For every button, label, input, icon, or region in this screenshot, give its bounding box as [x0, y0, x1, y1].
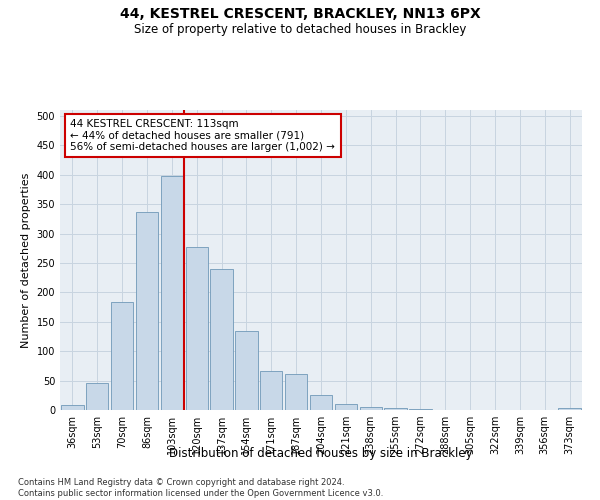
Text: 44 KESTREL CRESCENT: 113sqm
← 44% of detached houses are smaller (791)
56% of se: 44 KESTREL CRESCENT: 113sqm ← 44% of det…: [70, 119, 335, 152]
Bar: [409, 409, 431, 410]
Bar: [559, 408, 581, 410]
Bar: [86, 383, 109, 410]
Bar: [235, 330, 257, 410]
Bar: [385, 408, 407, 410]
Text: Contains HM Land Registry data © Crown copyright and database right 2024.
Contai: Contains HM Land Registry data © Crown c…: [18, 478, 383, 498]
Bar: [359, 407, 382, 410]
Bar: [335, 404, 357, 410]
Bar: [310, 396, 332, 410]
Bar: [61, 406, 83, 410]
Y-axis label: Number of detached properties: Number of detached properties: [21, 172, 31, 348]
Text: Distribution of detached houses by size in Brackley: Distribution of detached houses by size …: [169, 448, 473, 460]
Bar: [161, 176, 183, 410]
Text: 44, KESTREL CRESCENT, BRACKLEY, NN13 6PX: 44, KESTREL CRESCENT, BRACKLEY, NN13 6PX: [119, 8, 481, 22]
Bar: [285, 374, 307, 410]
Bar: [185, 247, 208, 410]
Bar: [211, 270, 233, 410]
Bar: [111, 302, 133, 410]
Bar: [260, 370, 283, 410]
Bar: [136, 212, 158, 410]
Text: Size of property relative to detached houses in Brackley: Size of property relative to detached ho…: [134, 22, 466, 36]
